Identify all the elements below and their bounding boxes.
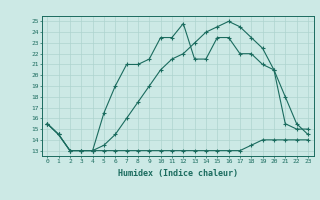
X-axis label: Humidex (Indice chaleur): Humidex (Indice chaleur): [118, 169, 237, 178]
